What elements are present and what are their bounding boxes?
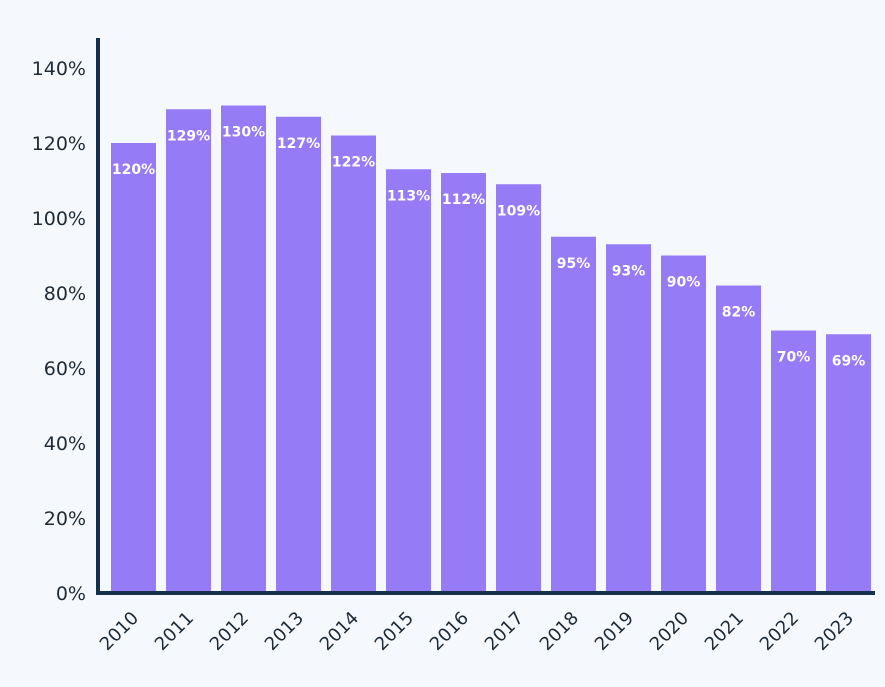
data-label: 127% (277, 136, 320, 152)
y-tick-label: 40% (44, 433, 86, 455)
y-tick-label: 100% (32, 208, 86, 230)
data-label: 109% (497, 203, 540, 219)
y-tick-label: 120% (32, 133, 86, 155)
data-label: 113% (387, 188, 430, 204)
data-label: 129% (167, 128, 210, 144)
bar-2014 (331, 135, 376, 593)
x-tick-label: 2019 (591, 608, 638, 655)
data-label: 120% (112, 162, 155, 178)
bar-2017 (496, 184, 541, 593)
x-tick-label: 2021 (701, 608, 748, 655)
bar-2022 (771, 330, 816, 593)
x-tick-label: 2022 (756, 608, 803, 655)
x-tick-label: 2017 (481, 608, 528, 655)
bars-group (111, 105, 871, 593)
x-tick-label: 2012 (206, 608, 253, 655)
y-tick-label: 20% (44, 508, 86, 530)
y-tick-label: 60% (44, 358, 86, 380)
x-tick-label: 2023 (811, 608, 858, 655)
data-label: 70% (777, 350, 811, 366)
bar-2011 (166, 109, 211, 593)
bar-2019 (606, 244, 651, 593)
y-axis-ticks: 0% 20% 40% 60% 80% 100% 120% 140% (32, 58, 86, 605)
x-tick-label: 2011 (151, 608, 198, 655)
bar-2023 (826, 334, 871, 593)
data-label: 95% (557, 256, 591, 272)
x-axis-ticks: 2010 2011 2012 2013 2014 2015 2016 2017 2018 2019… (96, 608, 858, 655)
bar-2010 (111, 143, 156, 593)
bar-2013 (276, 116, 321, 593)
data-labels-group: 120% 129% 130% 127% 122% 113% 112% 109% 95% 93% 90… (112, 125, 865, 370)
x-tick-label: 2020 (646, 608, 693, 655)
y-tick-label: 80% (44, 283, 86, 305)
bar-2021 (716, 285, 761, 593)
data-label: 69% (832, 353, 866, 369)
data-label: 112% (442, 192, 485, 208)
data-label: 90% (667, 275, 701, 291)
data-label: 130% (222, 125, 265, 141)
bar-2012 (221, 105, 266, 593)
bar-2020 (661, 255, 706, 593)
data-label: 82% (722, 305, 756, 321)
y-tick-label: 0% (56, 583, 86, 605)
x-tick-label: 2013 (261, 608, 308, 655)
x-tick-label: 2014 (316, 608, 363, 655)
bar-2016 (441, 173, 486, 593)
bar-2018 (551, 236, 596, 593)
data-label: 122% (332, 155, 375, 171)
data-label: 93% (612, 263, 646, 279)
x-tick-label: 2018 (536, 608, 583, 655)
bar-2015 (386, 169, 431, 593)
y-tick-label: 140% (32, 58, 86, 80)
x-tick-label: 2010 (96, 608, 143, 655)
x-tick-label: 2015 (371, 608, 418, 655)
x-tick-label: 2016 (426, 608, 473, 655)
